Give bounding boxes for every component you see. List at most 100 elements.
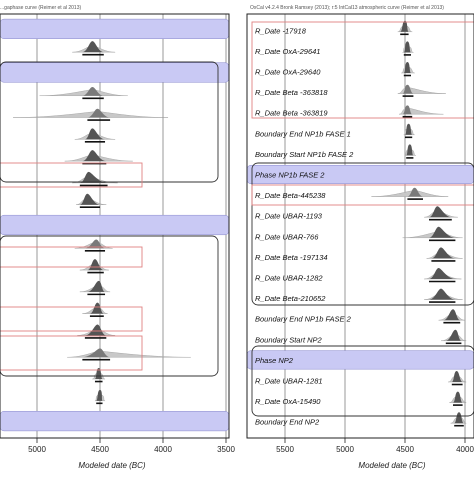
posterior-distribution xyxy=(403,62,411,73)
posterior-distribution xyxy=(82,348,111,358)
date-row: R_Date UBAR-1282 xyxy=(255,268,462,283)
posterior-distribution xyxy=(407,187,423,197)
posterior-distribution xyxy=(96,389,103,401)
phase-frame xyxy=(0,61,219,183)
right-rows: R_Date -17918 R_Date OxA-29641 R_Date OxA-… xyxy=(246,20,474,427)
posterior-distribution xyxy=(431,247,456,259)
date-row: R_Date Beta -363818 xyxy=(255,84,446,97)
x-tick-label: 4500 xyxy=(396,445,414,454)
row-label: R_Date -17918 xyxy=(255,26,307,35)
date-row xyxy=(82,302,108,317)
prior-distribution xyxy=(39,89,128,96)
prior-distribution xyxy=(67,350,191,358)
row-label: R_Date OxA-15490 xyxy=(255,397,321,406)
date-row xyxy=(72,41,116,56)
date-row xyxy=(74,128,116,143)
highlight-box xyxy=(0,306,143,332)
x-tick-label: 3500 xyxy=(217,445,235,454)
phase-row xyxy=(0,411,230,432)
phase-row xyxy=(0,18,230,39)
row-label: Boundary End NP2 xyxy=(255,418,320,427)
posterior-distribution xyxy=(82,86,104,96)
highlight-box xyxy=(251,184,474,206)
x-tick-label: 4000 xyxy=(154,445,172,454)
date-row xyxy=(13,108,169,121)
phase-band xyxy=(0,18,230,39)
highlight-box xyxy=(0,246,143,268)
posterior-distribution xyxy=(402,105,413,115)
right-x-axis-label: Modeled date (BC) xyxy=(358,461,425,470)
posterior-distribution xyxy=(429,206,452,218)
row-label: Phase NP2 xyxy=(255,356,294,365)
phase-row xyxy=(0,214,230,236)
posterior-distribution xyxy=(445,329,462,341)
posterior-distribution xyxy=(84,324,107,336)
date-row xyxy=(79,280,111,296)
posterior-distribution xyxy=(400,20,409,32)
date-row xyxy=(72,171,118,187)
posterior-distribution xyxy=(87,280,106,292)
left-plot-frame xyxy=(0,13,230,439)
row-label: R_Date UBAR-1193 xyxy=(255,212,323,221)
date-row: R_Date OxA-29640 xyxy=(255,62,415,77)
date-row xyxy=(77,324,116,339)
date-row: R_Date -17918 xyxy=(255,20,413,35)
right-panel-header: OxCal v4.2.4 Bronk Ramsey (2013); r:5 In… xyxy=(250,5,444,11)
x-tick-label: 4000 xyxy=(456,445,474,454)
highlight-box xyxy=(251,21,474,119)
row-label: R_Date UBAR-1282 xyxy=(255,274,323,283)
row-label: Boundary End NP1b FASE 1 xyxy=(255,129,351,138)
row-label: R_Date Beta -363819 xyxy=(255,109,328,118)
row-label: Boundary Start NP1b FASE 2 xyxy=(255,150,354,159)
phase-band xyxy=(0,214,230,236)
date-row: R_Date UBAR-766 xyxy=(255,226,463,241)
date-row: R_Date UBAR-1281 xyxy=(255,371,467,386)
posterior-distribution xyxy=(451,371,463,382)
date-row: R_Date Beta -363819 xyxy=(255,105,444,118)
phase-frame xyxy=(251,345,474,417)
x-tick-label: 5000 xyxy=(336,445,354,454)
date-row: R_Date UBAR-1193 xyxy=(255,206,458,221)
right-plot-frame xyxy=(246,13,474,439)
left-rows xyxy=(0,18,230,432)
row-label: R_Date UBAR-766 xyxy=(255,232,319,241)
posterior-distribution xyxy=(454,412,464,424)
posterior-distribution xyxy=(406,144,414,156)
date-row: Boundary Start NP2 xyxy=(255,329,467,344)
date-row: R_Date Beta-210652 xyxy=(255,288,463,303)
posterior-distribution xyxy=(429,268,456,279)
date-row xyxy=(67,348,191,361)
left-panel: ...gaphase curve (Reimer et al 2013) 500… xyxy=(0,5,235,470)
row-label: Phase NP1b FASE 2 xyxy=(255,171,325,180)
posterior-distribution xyxy=(429,226,456,238)
phase-row xyxy=(0,62,230,83)
posterior-distribution xyxy=(405,123,413,135)
posterior-distribution xyxy=(79,171,108,183)
left-ticks: 5000 4500 4000 3500 xyxy=(28,438,235,454)
date-row: Boundary End NP1b FASE 2 xyxy=(255,309,466,324)
date-row xyxy=(74,239,113,252)
highlight-box xyxy=(0,162,143,188)
date-row xyxy=(79,259,109,274)
date-row: Boundary Start NP1b FASE 2 xyxy=(255,144,416,159)
posterior-distribution xyxy=(403,41,411,53)
posterior-distribution xyxy=(82,41,104,53)
phase-frame xyxy=(251,162,474,306)
row-label: Boundary Start NP2 xyxy=(255,335,323,344)
x-tick-label: 5000 xyxy=(28,445,46,454)
date-row: R_Date Beta-445238 xyxy=(255,187,449,200)
left-panel-header: ...gaphase curve (Reimer et al 2013) xyxy=(0,5,81,11)
posterior-distribution xyxy=(402,84,414,94)
posterior-distribution xyxy=(429,288,456,300)
x-tick-label: 4500 xyxy=(91,445,109,454)
date-row: R_Date OxA-15490 xyxy=(255,391,467,406)
date-row: R_Date OxA-29641 xyxy=(255,41,414,56)
phase-band xyxy=(0,411,230,432)
date-row xyxy=(64,150,133,165)
posterior-distribution xyxy=(453,391,463,403)
highlight-box xyxy=(0,335,143,371)
row-label: R_Date Beta -363818 xyxy=(255,88,328,97)
row-label: R_Date Beta -197134 xyxy=(255,253,328,262)
